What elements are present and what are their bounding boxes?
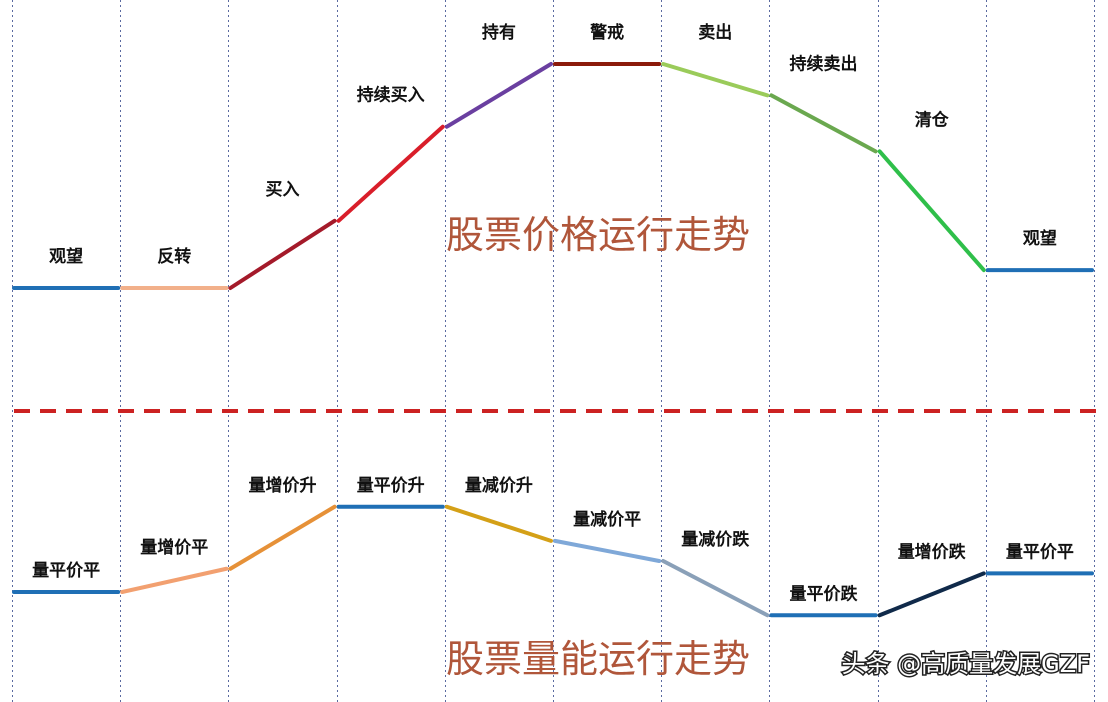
price-stage-label: 持续卖出: [790, 53, 858, 74]
vertical-gridlines: [12, 0, 1095, 702]
price-stage-label: 持续买入: [357, 85, 425, 106]
volume-stage-segment: [444, 504, 553, 543]
volume-stage-segment: [661, 559, 770, 618]
volume-stage-label: 量平价跌: [790, 583, 859, 604]
price-stage-label: 观望: [48, 246, 83, 267]
price-stage-segment: [336, 124, 445, 223]
volume-stage-label: 量减价升: [465, 475, 533, 496]
price-stage-label: 买入: [266, 180, 300, 200]
volume-stage-label: 量减价平: [573, 509, 641, 530]
price-stage-label: 卖出: [698, 22, 732, 43]
volume-stage-label: 量平价平: [32, 560, 100, 581]
volume-stage-label: 量增价跌: [898, 541, 967, 562]
price-stage-label: 反转: [157, 246, 191, 267]
volume-stage-label: 量减价跌: [681, 529, 750, 550]
price-stage-segment: [444, 62, 553, 129]
price-stage-segment: [661, 62, 770, 98]
price-stage-segment: [228, 218, 337, 290]
volume-stage-label: 量增价平: [140, 537, 208, 558]
volume-stage-segment: [553, 538, 662, 563]
volume-stage-label: 量平价平: [1006, 541, 1074, 562]
volume-stage-segment: [228, 504, 337, 571]
price-stage-label: 警戒: [589, 22, 624, 43]
price-stage-label: 持有: [482, 22, 516, 43]
volume-stage-segment: [120, 566, 229, 594]
price-stage-segment: [769, 93, 878, 154]
volume-stage-segment: [877, 571, 986, 618]
volume-stage-label: 量增价升: [249, 475, 317, 496]
volume-stage-label: 量平价升: [357, 475, 425, 496]
price-trend-title: 股票价格运行走势: [446, 213, 750, 257]
price-stage-label: 清仓: [915, 109, 950, 130]
watermark-text: 头条 @高质量发展GZF: [842, 650, 1090, 678]
volume-trend-title: 股票量能运行走势: [446, 637, 750, 681]
price-stage-label: 观望: [1022, 228, 1057, 249]
price-stage-segment: [877, 149, 986, 273]
